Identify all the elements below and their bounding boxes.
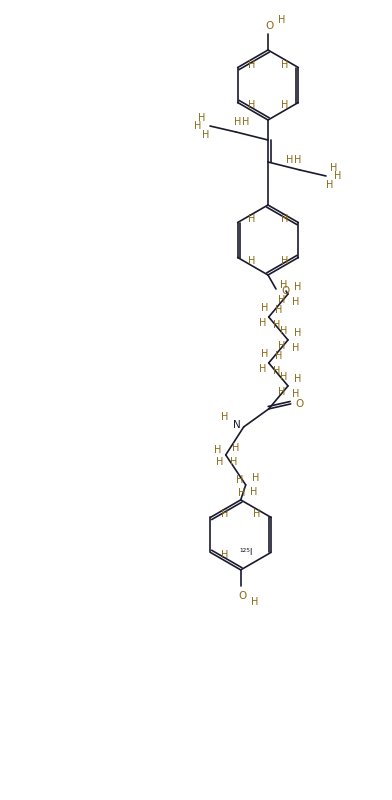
Text: H: H [221,412,229,422]
Text: H: H [216,457,223,467]
Text: H: H [252,473,260,483]
Text: H: H [238,488,245,498]
Text: H: H [275,351,282,361]
Text: O: O [296,399,304,409]
Text: H: H [281,214,288,225]
Text: H: H [248,59,255,70]
Text: H: H [286,155,294,165]
Text: H: H [261,349,269,359]
Text: H: H [326,180,334,190]
Text: H: H [248,101,255,110]
Text: H: H [214,445,221,455]
Text: N: N [233,420,241,430]
Text: H: H [281,59,288,70]
Text: H: H [250,487,258,497]
Text: H: H [236,475,243,485]
Text: ¹²⁵I: ¹²⁵I [240,548,253,557]
Text: H: H [280,326,288,336]
Text: H: H [253,510,261,519]
Text: H: H [273,320,280,330]
Text: H: H [281,101,288,110]
Text: H: H [273,366,280,376]
Text: H: H [259,318,267,328]
Text: H: H [221,550,228,561]
Text: H: H [194,121,202,131]
Text: H: H [248,255,255,266]
Text: H: H [251,597,258,607]
Text: H: H [330,163,338,173]
Text: H: H [294,155,302,165]
Text: H: H [294,374,302,384]
Text: H: H [292,343,300,353]
Text: H: H [232,443,240,453]
Text: H: H [261,303,269,313]
Text: H: H [294,328,302,338]
Text: H: H [278,341,286,351]
Text: O: O [282,286,290,296]
Text: H: H [278,387,286,397]
Text: H: H [221,510,228,519]
Text: H: H [334,171,342,181]
Text: H: H [278,295,286,305]
Text: H: H [280,280,288,290]
Text: H: H [275,305,282,315]
Text: H: H [234,117,242,127]
Text: H: H [230,457,238,467]
Text: H: H [280,372,288,382]
Text: H: H [294,282,302,292]
Text: H: H [198,113,206,123]
Text: H: H [292,389,300,399]
Text: H: H [281,255,288,266]
Text: H: H [259,364,267,374]
Text: H: H [292,297,300,307]
Text: O: O [239,591,247,601]
Text: H: H [202,130,210,140]
Text: H: H [278,15,286,25]
Text: H: H [248,214,255,225]
Text: H: H [242,117,250,127]
Text: O: O [266,21,274,31]
